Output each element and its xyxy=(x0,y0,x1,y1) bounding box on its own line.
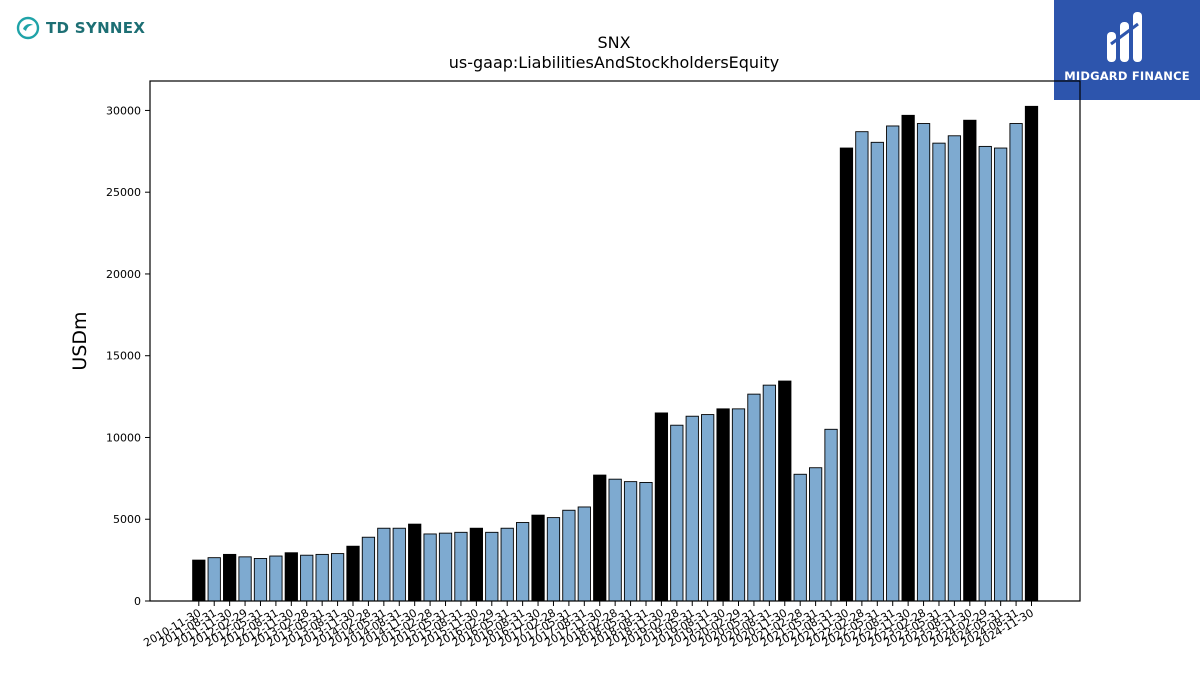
bar-2012-05-31 xyxy=(253,558,268,602)
bar-2015-08-31 xyxy=(454,531,468,602)
bar-2024-05-31 xyxy=(994,147,1008,602)
bar-2017-02-28 xyxy=(546,517,561,602)
y-tick-label: 25000 xyxy=(106,186,141,199)
bar-2020-11-30 xyxy=(778,380,792,602)
plot-frame xyxy=(149,80,1081,602)
bar-2020-02-29 xyxy=(731,408,746,602)
bar-2014-02-28 xyxy=(361,536,376,602)
bar-2021-02-28 xyxy=(793,473,807,602)
x-ticks-group: 2010-11-302011-08-312011-11-302012-02-29… xyxy=(141,601,1036,650)
bars-group xyxy=(192,105,1039,602)
bar-2016-11-30 xyxy=(531,514,545,602)
midgard-finance-logo-icon xyxy=(1107,12,1142,62)
bar-2016-02-29 xyxy=(485,531,499,602)
y-axis-label: USDm xyxy=(69,311,91,370)
bar-2019-02-28 xyxy=(670,424,684,602)
bar-2013-11-30 xyxy=(346,545,360,602)
bar-2019-05-31 xyxy=(685,415,699,602)
bar-2019-08-31 xyxy=(701,414,715,602)
midgard-finance-logo-text: MIDGARD FINANCE xyxy=(1064,69,1190,83)
bar-2012-02-29 xyxy=(238,556,252,602)
y-tick-label: 15000 xyxy=(106,350,141,363)
bar-2023-02-28 xyxy=(916,123,931,602)
bar-2013-08-31 xyxy=(330,553,345,602)
bar-2015-02-28 xyxy=(423,533,437,602)
bar-2015-05-31 xyxy=(438,532,453,602)
bar-2022-05-31 xyxy=(870,141,884,602)
y-tick-label: 0 xyxy=(134,595,141,608)
bar-2023-08-31 xyxy=(947,135,962,602)
midgard-finance-logo: MIDGARD FINANCE xyxy=(1054,0,1200,100)
chart-title: SNX xyxy=(597,33,630,52)
bar-2023-05-31 xyxy=(932,142,946,602)
chart-subtitle: us-gaap:LiabilitiesAndStockholdersEquity xyxy=(449,53,780,72)
bar-2016-05-31 xyxy=(500,527,514,602)
bar-2024-08-31 xyxy=(1009,123,1023,602)
bar-2014-11-30 xyxy=(408,523,422,602)
bar-2014-05-31 xyxy=(377,527,391,602)
bar-2011-08-31 xyxy=(207,557,221,602)
bar-2020-05-31 xyxy=(747,393,761,602)
y-tick-label: 10000 xyxy=(106,431,141,444)
td-synnex-logo-icon xyxy=(16,16,40,40)
bar-2019-11-30 xyxy=(716,408,730,602)
bar-2018-02-28 xyxy=(608,478,622,602)
bar-2021-08-31 xyxy=(824,428,838,602)
bar-2017-08-31 xyxy=(577,506,591,602)
bar-2022-08-31 xyxy=(886,125,900,602)
bar-2017-11-30 xyxy=(593,474,607,602)
bar-2012-08-31 xyxy=(269,555,283,602)
bar-2016-08-31 xyxy=(516,522,530,602)
y-tick-label: 30000 xyxy=(106,104,141,117)
bar-2012-11-30 xyxy=(284,552,298,602)
bar-2020-08-31 xyxy=(762,384,776,602)
y-tick-label: 5000 xyxy=(113,513,141,526)
bar-2024-02-29 xyxy=(978,145,992,602)
bar-2022-02-28 xyxy=(855,131,869,602)
bar-2015-11-30 xyxy=(469,527,483,602)
bar-2010-11-30 xyxy=(192,559,206,602)
bar-2011-11-30 xyxy=(223,553,237,602)
bar-2014-08-31 xyxy=(392,527,406,602)
y-tick-label: 20000 xyxy=(106,268,141,281)
bar-2021-05-31 xyxy=(809,467,823,602)
y-ticks-group: 0 5000 10000 15000 20000 25000 30000 xyxy=(106,104,150,608)
bar-2017-05-31 xyxy=(562,509,576,602)
bar-2013-02-28 xyxy=(300,554,314,602)
bar-2023-11-30 xyxy=(963,119,977,602)
bar-2022-11-30 xyxy=(901,114,915,602)
bar-2021-11-30 xyxy=(839,147,854,602)
bar-2024-11-30 xyxy=(1024,105,1039,602)
bar-2018-11-30 xyxy=(654,412,669,602)
bar-2018-08-31 xyxy=(639,482,653,602)
bar-2018-05-31 xyxy=(623,481,638,602)
bar-2013-05-31 xyxy=(315,553,329,602)
td-synnex-logo: TD SYNNEX xyxy=(16,14,145,42)
td-synnex-logo-text: TD SYNNEX xyxy=(46,19,146,37)
